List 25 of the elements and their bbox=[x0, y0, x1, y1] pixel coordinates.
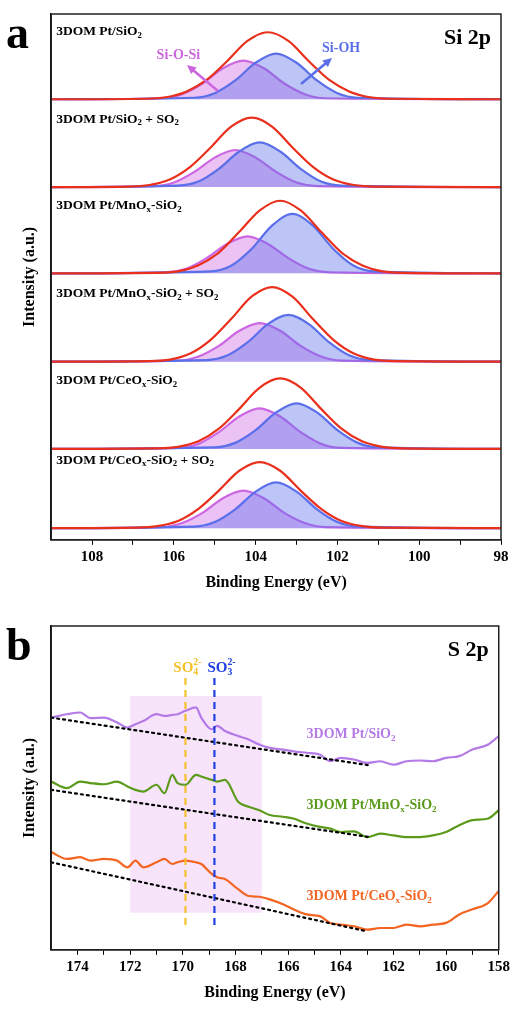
text: S 2p bbox=[447, 635, 489, 661]
y-axis-title: Intensity (a.u.) bbox=[19, 737, 38, 838]
x-tick-label: 164 bbox=[329, 957, 353, 974]
x-tick-label: 98 bbox=[493, 547, 509, 564]
x-tick-label: 102 bbox=[326, 547, 349, 564]
x-tick-label: 170 bbox=[171, 957, 195, 974]
y-axis-title: Intensity (a.u.) bbox=[19, 226, 38, 327]
x-tick-label: 100 bbox=[407, 547, 431, 564]
x-tick-label: 166 bbox=[276, 957, 300, 974]
x-tick-label: 106 bbox=[162, 547, 186, 564]
x-tick-label: 104 bbox=[244, 547, 268, 564]
x-axis-title: Binding Energy (eV) bbox=[204, 982, 346, 1001]
x-axis-title: Binding Energy (eV) bbox=[205, 572, 347, 591]
text: a bbox=[6, 6, 29, 58]
annotation: Si 2p bbox=[443, 23, 492, 49]
x-tick-label: 168 bbox=[224, 957, 247, 974]
x-tick-label: 160 bbox=[434, 957, 458, 974]
x-tick-label: 108 bbox=[80, 547, 104, 564]
x-tick-label: 172 bbox=[118, 957, 142, 974]
x-tick-label: 158 bbox=[487, 957, 510, 974]
annotation: Si-OH bbox=[322, 40, 361, 56]
x-tick-label: 174 bbox=[66, 957, 90, 974]
text: b bbox=[6, 618, 32, 670]
x-tick-label: 162 bbox=[382, 957, 405, 974]
annotation: Si-O-Si bbox=[156, 47, 201, 63]
